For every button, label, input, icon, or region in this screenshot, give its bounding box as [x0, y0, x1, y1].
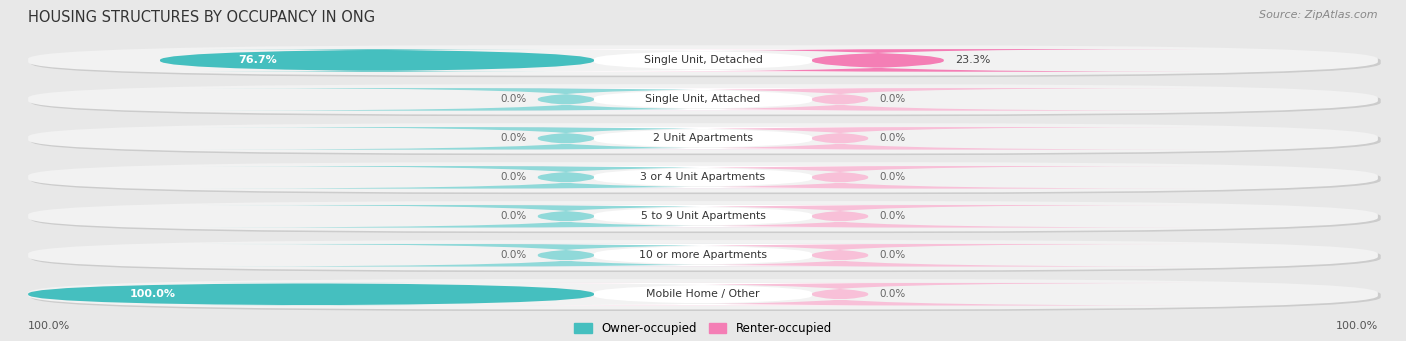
- Text: 0.0%: 0.0%: [880, 133, 905, 143]
- FancyBboxPatch shape: [31, 125, 1381, 155]
- Text: Single Unit, Detached: Single Unit, Detached: [644, 55, 762, 65]
- FancyBboxPatch shape: [200, 166, 932, 189]
- Text: 23.3%: 23.3%: [955, 55, 990, 65]
- Text: 100.0%: 100.0%: [1336, 321, 1378, 331]
- Text: 76.7%: 76.7%: [238, 55, 277, 65]
- FancyBboxPatch shape: [28, 201, 1378, 232]
- Text: 0.0%: 0.0%: [501, 211, 527, 221]
- FancyBboxPatch shape: [461, 88, 945, 111]
- Text: Source: ZipAtlas.com: Source: ZipAtlas.com: [1260, 10, 1378, 20]
- Text: 0.0%: 0.0%: [501, 133, 527, 143]
- FancyBboxPatch shape: [461, 244, 945, 267]
- FancyBboxPatch shape: [28, 84, 1378, 115]
- FancyBboxPatch shape: [160, 49, 593, 72]
- FancyBboxPatch shape: [200, 205, 932, 227]
- Text: 0.0%: 0.0%: [880, 211, 905, 221]
- FancyBboxPatch shape: [31, 86, 1381, 116]
- Text: Single Unit, Attached: Single Unit, Attached: [645, 94, 761, 104]
- FancyBboxPatch shape: [31, 164, 1381, 194]
- FancyBboxPatch shape: [461, 166, 945, 189]
- Text: 0.0%: 0.0%: [880, 94, 905, 104]
- Text: 0.0%: 0.0%: [880, 289, 905, 299]
- FancyBboxPatch shape: [31, 203, 1381, 233]
- Text: 0.0%: 0.0%: [880, 172, 905, 182]
- FancyBboxPatch shape: [475, 88, 1206, 111]
- FancyBboxPatch shape: [461, 205, 945, 227]
- Text: 3 or 4 Unit Apartments: 3 or 4 Unit Apartments: [641, 172, 765, 182]
- FancyBboxPatch shape: [475, 166, 1206, 189]
- FancyBboxPatch shape: [28, 162, 1378, 193]
- Text: 2 Unit Apartments: 2 Unit Apartments: [652, 133, 754, 143]
- FancyBboxPatch shape: [461, 283, 945, 306]
- FancyBboxPatch shape: [461, 127, 945, 150]
- Text: 5 to 9 Unit Apartments: 5 to 9 Unit Apartments: [641, 211, 765, 221]
- Text: Mobile Home / Other: Mobile Home / Other: [647, 289, 759, 299]
- FancyBboxPatch shape: [28, 279, 1378, 309]
- FancyBboxPatch shape: [475, 205, 1206, 227]
- FancyBboxPatch shape: [31, 47, 1381, 77]
- Text: 100.0%: 100.0%: [129, 289, 176, 299]
- Text: 100.0%: 100.0%: [28, 321, 70, 331]
- Legend: Owner-occupied, Renter-occupied: Owner-occupied, Renter-occupied: [574, 322, 832, 335]
- FancyBboxPatch shape: [31, 242, 1381, 272]
- Text: 0.0%: 0.0%: [880, 250, 905, 260]
- FancyBboxPatch shape: [28, 123, 1378, 153]
- FancyBboxPatch shape: [200, 88, 932, 111]
- Text: 0.0%: 0.0%: [501, 250, 527, 260]
- FancyBboxPatch shape: [31, 281, 1381, 311]
- Text: 10 or more Apartments: 10 or more Apartments: [638, 250, 768, 260]
- FancyBboxPatch shape: [200, 244, 932, 267]
- Text: HOUSING STRUCTURES BY OCCUPANCY IN ONG: HOUSING STRUCTURES BY OCCUPANCY IN ONG: [28, 10, 375, 25]
- Text: 0.0%: 0.0%: [501, 172, 527, 182]
- Text: 0.0%: 0.0%: [501, 94, 527, 104]
- FancyBboxPatch shape: [475, 283, 1206, 306]
- FancyBboxPatch shape: [28, 45, 1378, 76]
- FancyBboxPatch shape: [200, 127, 932, 150]
- FancyBboxPatch shape: [28, 283, 593, 306]
- FancyBboxPatch shape: [28, 240, 1378, 270]
- FancyBboxPatch shape: [475, 127, 1206, 150]
- FancyBboxPatch shape: [550, 49, 1206, 72]
- FancyBboxPatch shape: [461, 49, 945, 72]
- FancyBboxPatch shape: [475, 244, 1206, 267]
